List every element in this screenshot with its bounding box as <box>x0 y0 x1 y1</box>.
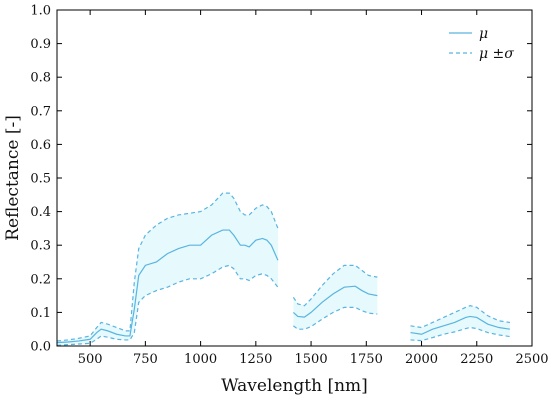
y-tick-label: 0.0 <box>30 340 51 355</box>
legend: μ μ ±σ <box>449 26 514 62</box>
y-tick-label: 0.2 <box>30 272 51 287</box>
y-tick-label: 0.7 <box>30 104 51 119</box>
mean-line-segment-2 <box>292 285 378 318</box>
lower-std-line-segment-1 <box>56 264 279 346</box>
legend-std-label: μ ±σ <box>479 46 514 62</box>
x-tick-label: 1000 <box>184 352 217 367</box>
y-tick-label: 0.9 <box>30 37 51 52</box>
upper-std-line-segment-2 <box>292 264 378 307</box>
y-tick-label: 0.8 <box>30 71 51 86</box>
y-axis-label: Reflectance [-] <box>3 115 23 241</box>
x-tick-label: 750 <box>133 352 158 367</box>
x-tick-label: 2250 <box>460 352 493 367</box>
y-tick-label: 0.6 <box>30 138 51 153</box>
series-lines <box>56 192 510 346</box>
x-tick-label: 1750 <box>350 352 383 367</box>
std-band-segment-1 <box>57 193 278 346</box>
y-tick-label: 0.5 <box>30 172 51 187</box>
y-tick-label: 1.0 <box>30 4 51 19</box>
mean-line-segment-1 <box>56 229 279 344</box>
x-tick-label: 2500 <box>515 352 548 367</box>
plot-area: 500 750 1000 1250 1500 1750 2000 2250 2500 0.0 0.1… <box>30 4 548 368</box>
y-tick-label: 0.3 <box>30 239 51 254</box>
y-tick-label: 0.4 <box>30 205 51 220</box>
legend-mean-label: μ <box>479 26 488 42</box>
lower-std-line-segment-2 <box>293 306 378 330</box>
y-tick-label: 0.1 <box>30 306 51 321</box>
std-band-segment-2 <box>293 265 378 330</box>
std-bands <box>57 193 510 346</box>
axis-ticks: 500 750 1000 1250 1500 1750 2000 2250 2500 0.0 0.1… <box>30 4 548 368</box>
x-tick-label: 1250 <box>239 352 272 367</box>
lower-std-line-segment-3 <box>410 326 510 342</box>
plot-frame <box>56 9 533 347</box>
upper-std-line-segment-1 <box>56 192 279 342</box>
x-tick-label: 500 <box>78 352 103 367</box>
x-tick-label: 2000 <box>405 352 438 367</box>
std-band-segment-3 <box>410 305 510 341</box>
x-tick-label: 1500 <box>295 352 328 367</box>
x-axis-label: Wavelength [nm] <box>221 376 368 396</box>
upper-std-line-segment-3 <box>410 305 510 329</box>
mean-line-segment-3 <box>410 315 510 335</box>
